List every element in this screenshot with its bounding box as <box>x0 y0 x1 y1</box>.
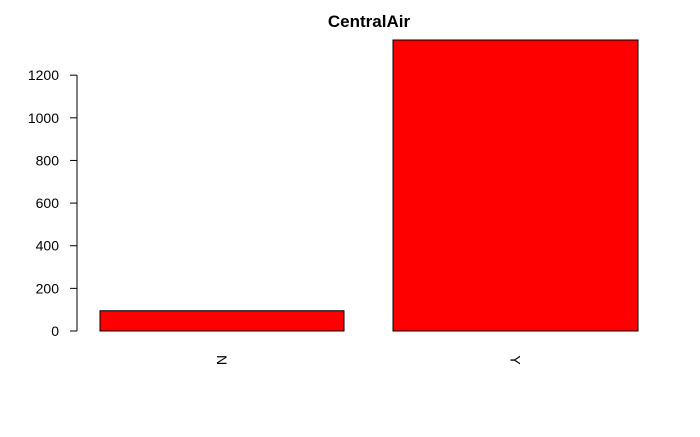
y-tick-label: 0 <box>51 323 59 339</box>
y-tick-label: 800 <box>36 152 60 168</box>
y-tick-label: 200 <box>36 280 60 296</box>
y-tick-label: 600 <box>36 195 60 211</box>
y-tick-label: 1000 <box>28 110 59 126</box>
y-axis: 0 200 400 600 800 1000 1200 <box>28 67 78 339</box>
bars <box>99 39 639 332</box>
y-tick-label: 1200 <box>28 67 59 83</box>
y-tick-label: 400 <box>36 238 60 254</box>
bar-y <box>392 39 639 332</box>
x-tick-label-n: N <box>214 355 230 365</box>
x-tick-label-y: Y <box>508 355 524 365</box>
chart-title: CentralAir <box>328 12 411 31</box>
bar-n <box>99 310 345 332</box>
